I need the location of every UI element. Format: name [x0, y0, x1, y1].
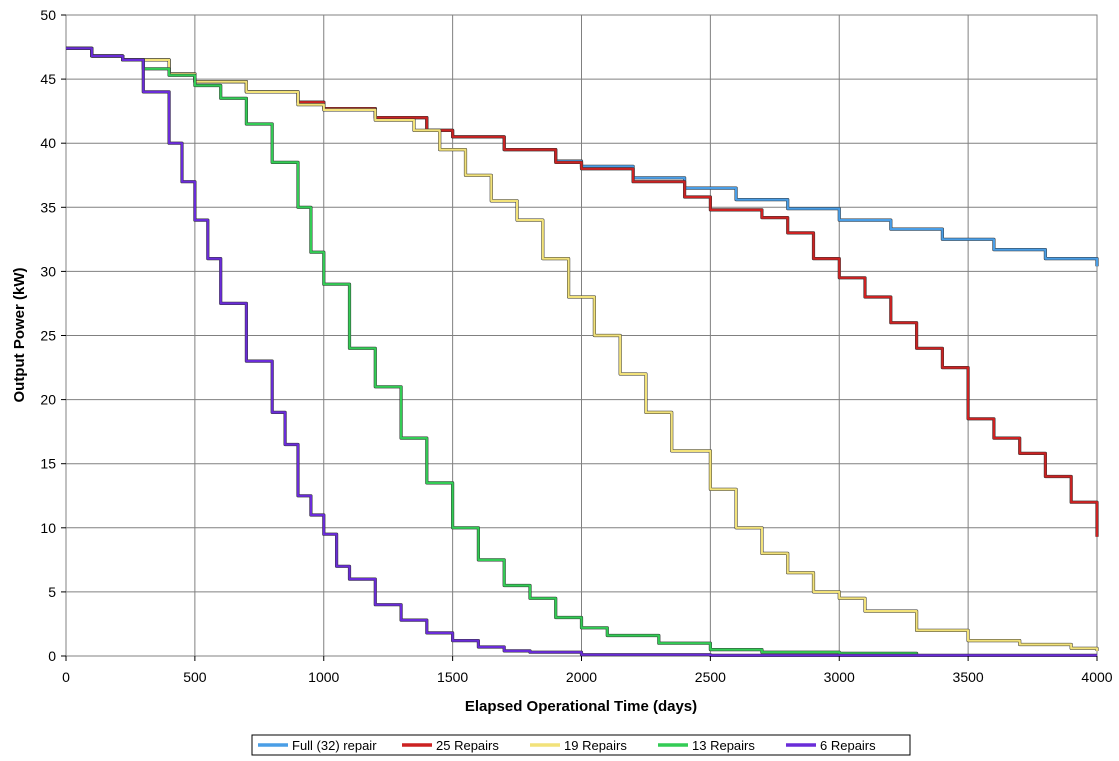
y-tick-label: 50 — [40, 7, 56, 23]
y-tick-label: 35 — [40, 199, 56, 215]
y-tick-label: 40 — [40, 135, 56, 151]
x-tick-label: 3000 — [824, 669, 855, 685]
x-tick-label: 2000 — [566, 669, 597, 685]
legend: Full (32) repair 25 Repairs 19 Repairs 13 R… — [251, 734, 911, 756]
gridlines — [66, 15, 1097, 656]
y-tick-label: 30 — [40, 263, 56, 279]
y-tick-label: 10 — [40, 520, 56, 536]
y-tick-label: 5 — [48, 584, 56, 600]
x-tick-label: 0 — [62, 669, 70, 685]
legend-item: 25 Repairs — [402, 738, 499, 753]
legend-label: 19 Repairs — [564, 738, 627, 753]
x-tick-label: 4000 — [1081, 669, 1112, 685]
series-line-3 — [66, 47, 1099, 651]
legend-item: 19 Repairs — [530, 738, 627, 753]
y-axis-title: Output Power (kW) — [11, 268, 28, 403]
series-lines — [66, 46, 1099, 657]
x-tick-label: 500 — [183, 669, 207, 685]
x-tick-label: 2500 — [695, 669, 726, 685]
y-tick-label: 25 — [40, 328, 56, 344]
y-tick-label: 15 — [40, 456, 56, 472]
x-tick-label: 3500 — [953, 669, 984, 685]
legend-item: 13 Repairs — [658, 738, 755, 753]
y-tick-label: 0 — [48, 648, 56, 664]
y-tick-label: 20 — [40, 392, 56, 408]
x-axis-title: Elapsed Operational Time (days) — [465, 698, 697, 715]
legend-item: Full (32) repair — [258, 738, 377, 753]
x-tick-label: 1000 — [308, 669, 339, 685]
series-line-5 — [66, 47, 1097, 657]
legend-box — [251, 734, 911, 756]
legend-label: 13 Repairs — [692, 738, 755, 753]
legend-label: 25 Repairs — [436, 738, 499, 753]
legend-item: 6 Repairs — [786, 738, 876, 753]
y-tick-label: 45 — [40, 71, 56, 87]
legend-label: 6 Repairs — [820, 738, 876, 753]
x-tick-label: 1500 — [437, 669, 468, 685]
legend-label: Full (32) repair — [292, 738, 377, 753]
series-line-4 — [66, 47, 918, 655]
